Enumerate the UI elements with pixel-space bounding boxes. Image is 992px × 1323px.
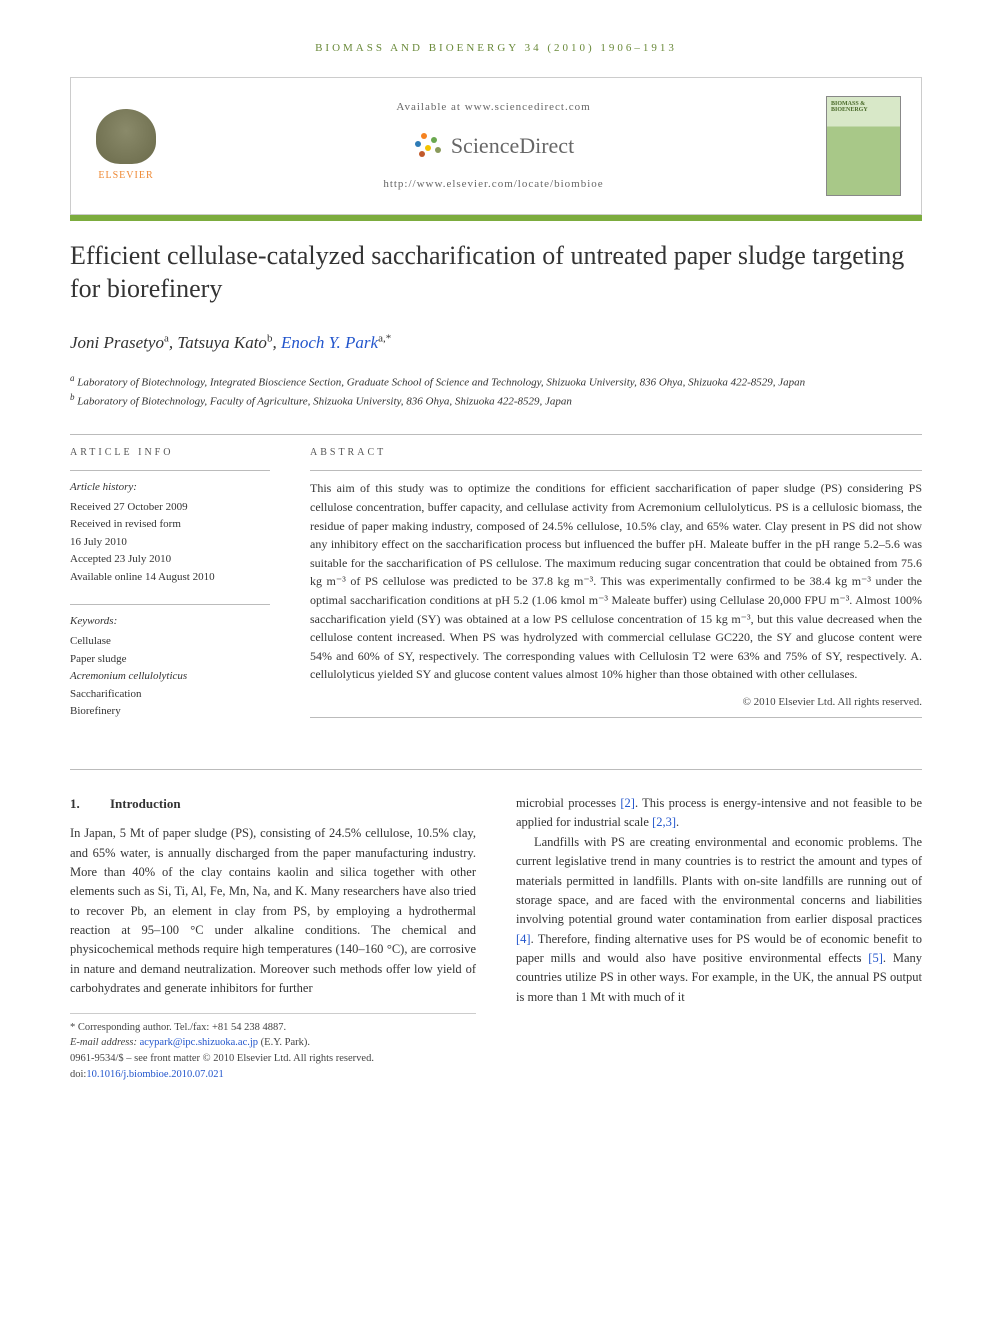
title-accent-bar <box>70 215 922 221</box>
section-num: 1. <box>70 794 110 814</box>
divider <box>70 470 270 471</box>
article-title: Efficient cellulase-catalyzed saccharifi… <box>70 239 922 307</box>
history-line: Available online 14 August 2010 <box>70 569 270 587</box>
email-footnote: E-mail address: acypark@ipc.shizuoka.ac.… <box>70 1035 476 1051</box>
email-link[interactable]: acypark@ipc.shizuoka.ac.jp <box>140 1037 258 1048</box>
keywords-block: Keywords: Cellulase Paper sludge Acremon… <box>70 613 270 721</box>
divider <box>310 717 922 718</box>
sciencedirect-logo[interactable]: ScienceDirect <box>413 129 574 162</box>
body-paragraph: Landfills with PS are creating environme… <box>516 833 922 1007</box>
cite-link[interactable]: [2,3] <box>652 815 676 829</box>
affiliations: a Laboratory of Biotechnology, Integrate… <box>70 372 922 410</box>
abstract-col: ABSTRACT This aim of this study was to o… <box>310 445 922 739</box>
elsevier-label: ELSEVIER <box>98 168 153 183</box>
article-history: Article history: Received 27 October 200… <box>70 479 270 587</box>
keywords-label: Keywords: <box>70 613 270 631</box>
doi-link[interactable]: 10.1016/j.biombioe.2010.07.021 <box>86 1069 223 1080</box>
locate-url[interactable]: http://www.elsevier.com/locate/biombioe <box>181 176 806 193</box>
corresponding-footnote: * Corresponding author. Tel./fax: +81 54… <box>70 1020 476 1036</box>
doi-footnote: doi:10.1016/j.biombioe.2010.07.021 <box>70 1067 476 1083</box>
journal-ref-header: BIOMASS AND BIOENERGY 34 (2010) 1906–191… <box>70 40 922 57</box>
elsevier-logo: ELSEVIER <box>91 106 161 186</box>
sciencedirect-dots-icon <box>413 131 443 161</box>
section-title: Introduction <box>110 796 181 811</box>
affiliation-a: a Laboratory of Biotechnology, Integrate… <box>70 372 922 391</box>
divider <box>70 769 922 770</box>
authors-line: Joni Prasetyoa, Tatsuya Katob, Enoch Y. … <box>70 330 922 356</box>
history-line: Accepted 23 July 2010 <box>70 551 270 569</box>
sciencedirect-label: ScienceDirect <box>451 129 574 162</box>
cite-link[interactable]: [2] <box>620 796 635 810</box>
abstract-heading: ABSTRACT <box>310 445 922 461</box>
history-label: Article history: <box>70 479 270 497</box>
copyright: © 2010 Elsevier Ltd. All rights reserved… <box>310 694 922 711</box>
keyword: Biorefinery <box>70 703 270 721</box>
available-at: Available at www.sciencedirect.com <box>181 99 806 116</box>
body-col-right: microbial processes [2]. This process is… <box>516 794 922 1083</box>
body-columns: 1.Introduction In Japan, 5 Mt of paper s… <box>70 794 922 1083</box>
author-3-link[interactable]: Enoch Y. Park <box>281 333 378 352</box>
journal-cover-title: BIOMASS & BIOENERGY <box>827 97 900 118</box>
article-info-heading: ARTICLE INFO <box>70 445 270 460</box>
affiliation-b: b Laboratory of Biotechnology, Faculty o… <box>70 391 922 410</box>
body-paragraph: microbial processes [2]. This process is… <box>516 794 922 833</box>
keyword: Paper sludge <box>70 651 270 669</box>
info-abstract-row: ARTICLE INFO Article history: Received 2… <box>70 435 922 739</box>
cite-link[interactable]: [5] <box>868 951 883 965</box>
body-col-left: 1.Introduction In Japan, 5 Mt of paper s… <box>70 794 476 1083</box>
elsevier-tree-icon <box>96 109 156 164</box>
divider <box>70 604 270 605</box>
section-1-heading: 1.Introduction <box>70 794 476 814</box>
history-line: Received in revised form <box>70 516 270 534</box>
cite-link[interactable]: [4] <box>516 932 531 946</box>
keyword: Cellulase <box>70 633 270 651</box>
keyword: Acremonium cellulolyticus <box>70 668 270 686</box>
body-paragraph: In Japan, 5 Mt of paper sludge (PS), con… <box>70 824 476 998</box>
issn-footnote: 0961-9534/$ – see front matter © 2010 El… <box>70 1051 476 1067</box>
article-info-col: ARTICLE INFO Article history: Received 2… <box>70 445 270 739</box>
author-1: Joni Prasetyoa <box>70 333 169 352</box>
author-2: Tatsuya Katob <box>177 333 272 352</box>
abstract-text: This aim of this study was to optimize t… <box>310 479 922 684</box>
history-line: Received 27 October 2009 <box>70 499 270 517</box>
footnotes: * Corresponding author. Tel./fax: +81 54… <box>70 1013 476 1083</box>
journal-cover-thumb: BIOMASS & BIOENERGY <box>826 96 901 196</box>
keyword: Saccharification <box>70 686 270 704</box>
history-line: 16 July 2010 <box>70 534 270 552</box>
header-center: Available at www.sciencedirect.com Scien… <box>181 99 806 193</box>
journal-header-box: ELSEVIER Available at www.sciencedirect.… <box>70 77 922 215</box>
divider <box>310 470 922 471</box>
